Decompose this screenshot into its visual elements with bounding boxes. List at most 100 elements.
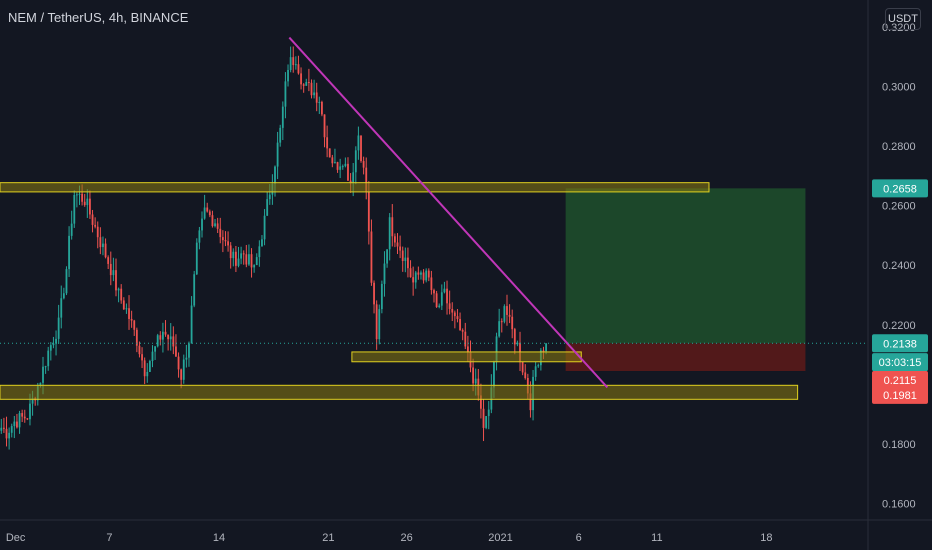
candle-body: [52, 343, 55, 346]
candle-body: [414, 272, 417, 283]
candle-body: [107, 257, 110, 264]
candle-body: [276, 142, 279, 167]
candle-body: [360, 135, 362, 162]
candle-body: [96, 226, 99, 238]
y-tick-label: 0.2600: [882, 201, 916, 213]
candle-body: [190, 305, 193, 344]
candle-body: [281, 106, 284, 128]
candle-body: [472, 367, 475, 384]
candle-body: [294, 64, 297, 66]
candle-body: [404, 257, 407, 262]
lower-support-zone: [0, 384, 799, 400]
candle-body: [195, 242, 198, 275]
target-zone: [565, 188, 806, 344]
candle-body: [214, 223, 216, 227]
x-tick-label: 7: [106, 532, 112, 544]
candle-body: [109, 263, 112, 276]
candle-body: [334, 162, 336, 164]
candle-body: [167, 334, 170, 340]
candle-body: [159, 335, 162, 340]
x-tick-label: Dec: [6, 532, 26, 544]
x-tick-label: 11: [651, 532, 662, 544]
candle-body: [292, 57, 295, 66]
candle-body: [203, 207, 206, 219]
y-tick-label: 0.2200: [882, 320, 916, 332]
candle-body: [130, 318, 133, 321]
candle-body: [287, 69, 289, 82]
candle-body: [234, 251, 237, 266]
candle-body: [216, 223, 219, 229]
candle-body: [422, 272, 425, 281]
candle-body: [188, 343, 190, 358]
candle-body: [10, 426, 13, 433]
candle-body: [133, 320, 136, 330]
candle-body: [391, 217, 394, 237]
candle-body: [224, 240, 227, 242]
candle-body: [430, 277, 433, 291]
y-tick-label: 0.1600: [882, 499, 916, 511]
candle-body: [425, 270, 428, 281]
candle-body: [266, 199, 269, 216]
price-badge: [872, 385, 928, 404]
candle-body: [524, 372, 527, 378]
candle-body: [448, 303, 451, 309]
candle-body: [284, 81, 287, 107]
candle-body: [521, 362, 524, 373]
candle-body: [60, 298, 63, 318]
candle-body: [94, 224, 97, 227]
candle-body: [13, 421, 16, 427]
x-tick-label: 14: [213, 532, 225, 544]
candle-body: [39, 382, 42, 386]
price-badge-label: 0.2115: [884, 375, 917, 387]
candle-body: [2, 427, 5, 429]
candle-body: [393, 236, 396, 243]
candle-body: [229, 245, 232, 259]
candle-body: [242, 253, 245, 255]
candle-body: [21, 413, 24, 417]
candle-body: [378, 309, 381, 340]
candle-body: [172, 336, 175, 347]
candle-body: [29, 403, 31, 420]
candle-body: [300, 73, 302, 85]
candle-body: [70, 223, 73, 236]
candle-body: [383, 263, 386, 284]
candle-body: [438, 305, 441, 307]
resistance-zone: [0, 182, 710, 193]
price-badge: [872, 179, 928, 198]
candle-body: [177, 356, 180, 370]
candle-body: [446, 288, 448, 304]
candle-body: [146, 371, 149, 377]
candle-body: [250, 254, 253, 268]
candle-body: [78, 193, 81, 195]
candle-body: [115, 270, 117, 291]
candle-body: [18, 413, 21, 428]
candle-body: [47, 350, 50, 367]
x-tick-label: 26: [401, 532, 413, 544]
candle-body: [151, 351, 154, 362]
candle-body: [407, 257, 409, 269]
candle-body: [453, 312, 456, 317]
candle-body: [474, 378, 477, 384]
candle-body: [206, 207, 209, 212]
candle-body: [135, 329, 138, 346]
candle-body: [456, 316, 459, 320]
candle-body: [219, 228, 222, 238]
candle-body: [534, 366, 537, 377]
candle-body: [331, 157, 334, 164]
candle-body: [104, 243, 107, 258]
candle-body: [485, 416, 488, 428]
candle-body: [487, 409, 490, 417]
candle-body: [386, 249, 388, 264]
candle-body: [44, 366, 47, 368]
stop-zone: [565, 343, 806, 372]
currency-button[interactable]: USDT: [885, 8, 921, 30]
candle-body: [315, 92, 318, 103]
candle-body: [237, 258, 240, 266]
candle-body: [227, 241, 229, 246]
price-badge-label: 0.2658: [883, 183, 917, 195]
candle-body: [354, 150, 357, 173]
candle-body: [279, 127, 282, 143]
price-badge-label: 0.2138: [883, 338, 917, 350]
candle-body: [357, 135, 360, 151]
